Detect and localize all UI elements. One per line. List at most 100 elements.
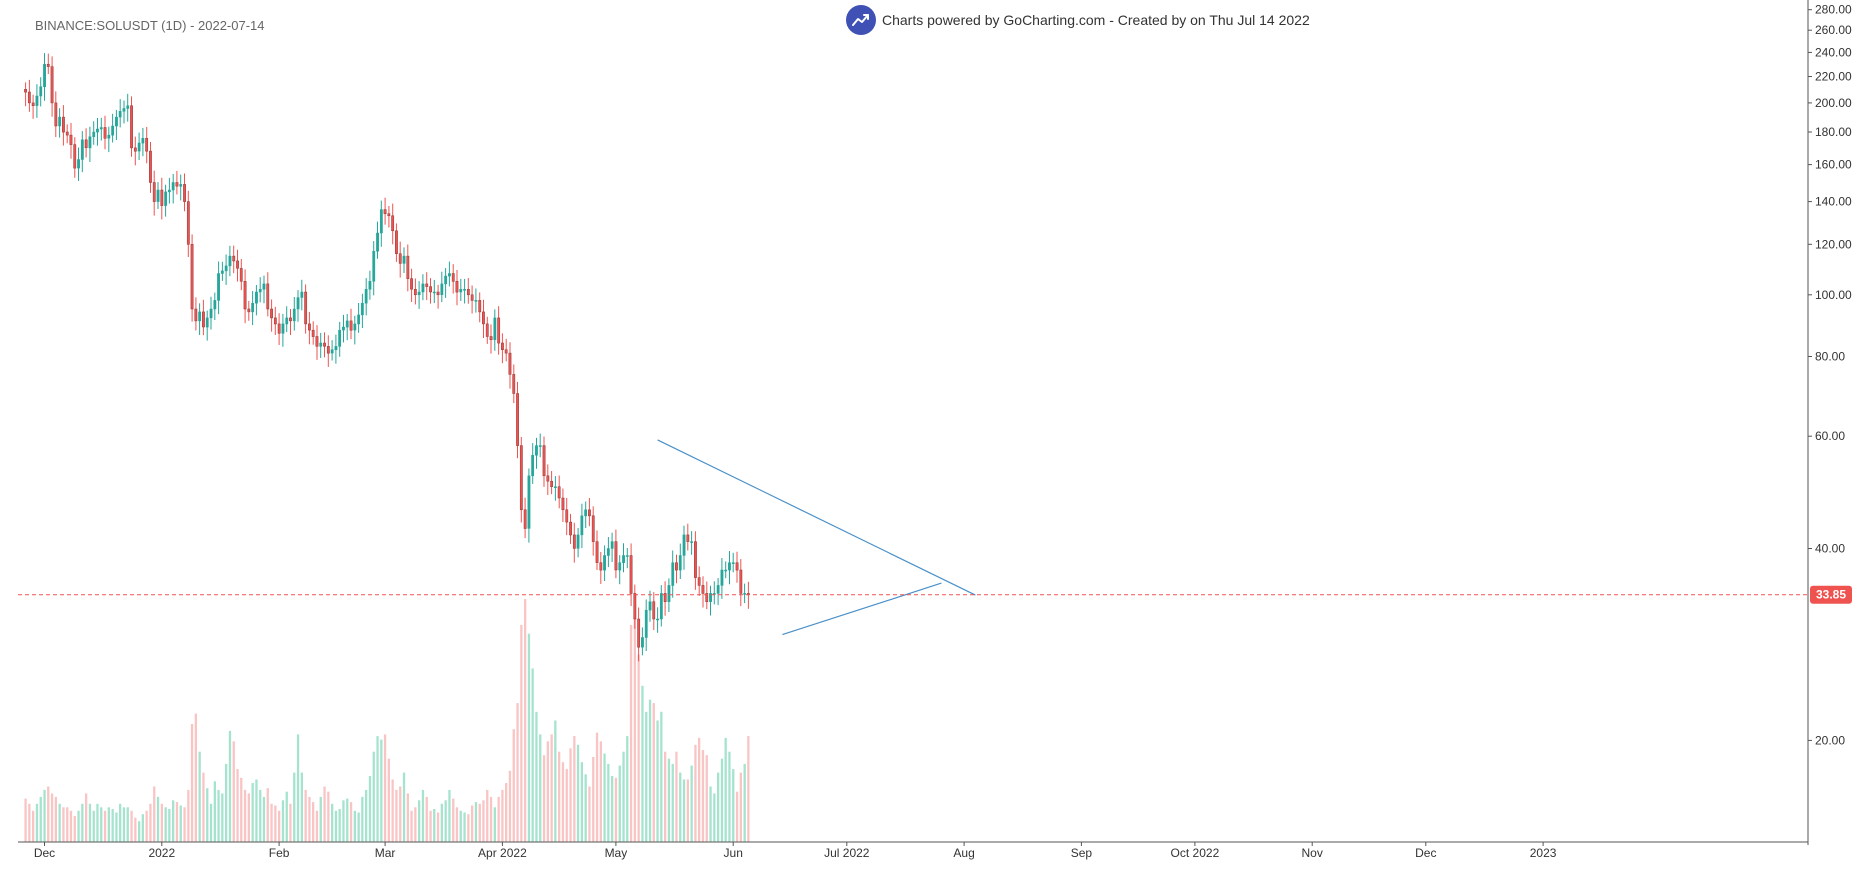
candle <box>501 333 504 364</box>
volume-bar <box>626 736 629 842</box>
candle <box>96 118 99 146</box>
candle <box>92 121 96 145</box>
volume-bar <box>592 757 595 842</box>
candle <box>334 334 338 364</box>
volume-bar <box>728 751 731 842</box>
volume-bar <box>293 772 296 842</box>
volume-bar <box>569 748 572 842</box>
candle <box>398 241 402 278</box>
volume-bar <box>103 810 107 842</box>
volume-bar <box>274 805 277 842</box>
volume-bar <box>414 807 417 842</box>
volume-bar <box>588 786 591 842</box>
candle <box>580 503 584 549</box>
y-tick-label: 220.00 <box>1815 70 1852 84</box>
candle <box>690 531 694 555</box>
volume-bar <box>701 750 705 842</box>
volume-bar <box>747 736 750 842</box>
volume-bar <box>535 711 538 842</box>
volume-bar <box>32 810 35 842</box>
volume-bar <box>172 800 175 842</box>
volume-bar <box>611 776 614 842</box>
x-tick-label: Aug <box>953 846 974 860</box>
volume-bar <box>686 779 689 842</box>
volume-bar <box>96 803 99 842</box>
candle <box>311 321 315 345</box>
candle <box>432 279 436 304</box>
candle <box>395 223 398 262</box>
candle <box>731 552 735 573</box>
candle <box>659 585 663 627</box>
volume-bar <box>402 772 406 842</box>
candle <box>65 124 69 144</box>
candle <box>618 555 622 585</box>
volume-bar <box>323 786 326 842</box>
volume-bar <box>550 734 553 842</box>
x-tick-label: 2023 <box>1530 846 1557 860</box>
volume-bar <box>667 758 671 842</box>
candle <box>315 325 319 360</box>
volume-bar <box>720 758 724 842</box>
volume-bar <box>164 807 167 842</box>
candle <box>281 313 285 347</box>
candle <box>444 268 448 298</box>
volume-bar <box>43 789 46 842</box>
volume-bar <box>304 789 307 842</box>
lower-trendline[interactable] <box>782 582 942 636</box>
candle <box>179 174 183 201</box>
candle <box>228 245 232 277</box>
candle <box>569 513 572 544</box>
volume-bar <box>595 732 599 842</box>
x-tick-label: 2022 <box>148 846 175 860</box>
volume-bar <box>482 800 485 842</box>
volume-bar <box>433 809 436 842</box>
candle <box>77 147 80 181</box>
volume-bar <box>675 751 678 842</box>
candle <box>546 464 550 495</box>
candle <box>152 170 156 216</box>
volume-bar <box>368 776 372 842</box>
candle <box>289 309 292 335</box>
volume-bar <box>92 810 95 842</box>
volume-bar <box>682 779 686 842</box>
volume-bar <box>743 763 746 842</box>
candle <box>610 532 614 562</box>
candle <box>595 530 599 570</box>
candle <box>678 543 682 579</box>
candle <box>379 200 383 247</box>
volume-bar <box>573 736 576 842</box>
y-tick-label: 80.00 <box>1815 350 1845 364</box>
volume-bar <box>81 803 84 842</box>
volume-bar <box>259 789 262 842</box>
volume-bar <box>558 751 561 842</box>
candle <box>463 278 466 304</box>
axes-layer: 20.00 40.00 60.00 80.00 100.00 120.00 140.00 16… <box>18 0 1852 860</box>
volume-bar <box>296 734 300 842</box>
volume-bar <box>618 765 621 842</box>
volume-bar <box>463 812 466 842</box>
volume-bar <box>107 807 110 842</box>
volume-bar <box>206 788 209 842</box>
candle <box>319 332 323 358</box>
volume-bar <box>542 755 546 842</box>
volume-bar <box>270 803 273 842</box>
volume-bar <box>421 789 425 842</box>
candle <box>614 529 618 579</box>
candle <box>682 525 686 570</box>
volume-bar <box>77 810 80 842</box>
upper-trendline[interactable] <box>657 439 976 596</box>
candle <box>35 84 39 118</box>
candle <box>436 284 440 309</box>
candle <box>459 278 463 301</box>
y-tick-label: 60.00 <box>1815 429 1845 443</box>
volume-bar <box>266 788 269 842</box>
volume-bar <box>376 736 379 842</box>
y-tick-label: 200.00 <box>1815 96 1852 110</box>
candle <box>364 278 368 316</box>
candle <box>739 559 743 607</box>
candle <box>512 364 516 404</box>
volume-bar <box>221 793 224 842</box>
candle <box>137 132 141 160</box>
credit-banner: Charts powered by GoCharting.com - Creat… <box>846 5 1310 35</box>
